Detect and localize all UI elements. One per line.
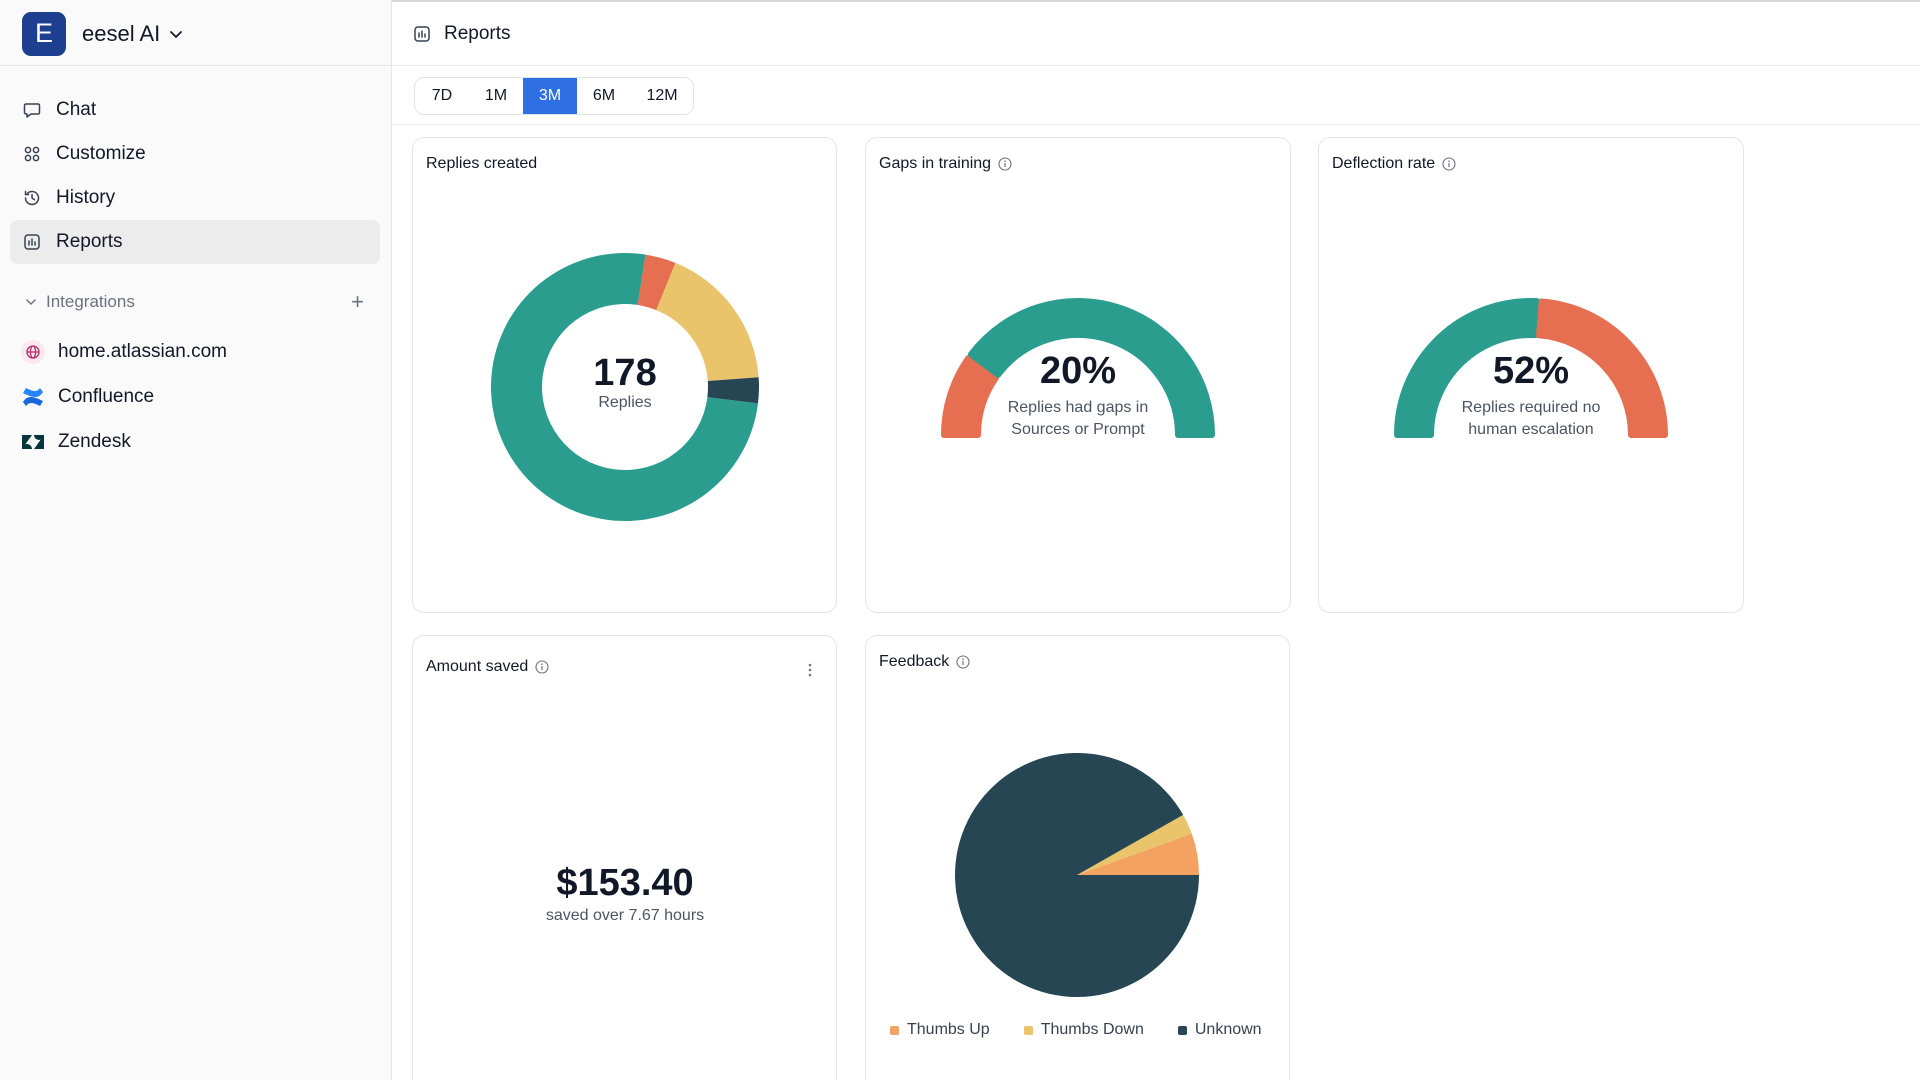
deflection-card-title: Deflection rate (1332, 155, 1436, 172)
gaps-desc-line-1: Replies had gaps in (1007, 399, 1149, 416)
legend-swatch-unknown (1177, 1025, 1187, 1035)
range-6m-button[interactable]: 6M (592, 87, 616, 104)
pie-slice-unknown (955, 753, 1199, 997)
card-title: Deflection rate (1332, 155, 1456, 173)
chevron-down-icon (26, 299, 36, 305)
legend-item: Unknown (1177, 1021, 1262, 1039)
amount-saved-description: saved over 7.67 hours (545, 907, 705, 924)
sidebar-item-label: History (56, 187, 116, 208)
sidebar-item-customize[interactable]: Customize (10, 132, 380, 176)
gaps-percent: 20% (1039, 350, 1117, 392)
legend-label: Thumbs Down (1040, 1021, 1144, 1038)
filter-divider (392, 124, 1920, 125)
date-range-selector: 7D 1M 3M 6M 12M (414, 77, 694, 115)
legend-label: Unknown (1194, 1021, 1262, 1038)
deflection-rate-card: Deflection rate (1318, 137, 1744, 613)
donut-slice-2 (656, 262, 759, 381)
amount-card-title: Amount saved (426, 658, 529, 675)
card-title: Replies created (426, 155, 537, 173)
gauge-segment-escalated (1536, 298, 1668, 438)
more-options-icon[interactable] (808, 662, 812, 678)
info-icon[interactable] (998, 157, 1012, 171)
history-icon (24, 190, 40, 206)
gaps-card-title: Gaps in training (879, 155, 992, 172)
deflection-desc-line-1: Replies required no (1461, 399, 1601, 416)
legend-item: Thumbs Up (890, 1021, 990, 1039)
sidebar-item-reports[interactable]: Reports (10, 220, 380, 264)
sidebar-item-label: Customize (56, 143, 146, 164)
reports-icon (24, 234, 40, 250)
replies-count: 178 (593, 352, 657, 394)
info-icon[interactable] (956, 655, 970, 669)
gaps-in-training-card: Gaps in training (865, 137, 1291, 613)
confluence-icon (20, 384, 46, 410)
integration-label: Confluence (58, 385, 155, 407)
replies-unit: Replies (598, 394, 652, 411)
grid-icon (24, 146, 40, 162)
zendesk-icon (20, 429, 46, 455)
gauge-segment-gaps (941, 355, 1000, 438)
amount-saved-card: Amount saved (412, 635, 837, 1080)
deflection-percent: 52% (1492, 350, 1570, 392)
card-title: Gaps in training (879, 155, 1012, 173)
integration-item-zendesk[interactable]: Zendesk (20, 419, 370, 464)
pie-slice-thumbs-up (1077, 833, 1199, 875)
gaps-desc-line-2: Sources or Prompt (1011, 421, 1145, 438)
card-title: Feedback (879, 653, 970, 671)
donut-slice-1 (637, 254, 676, 311)
workspace-logo: E (22, 11, 66, 56)
legend-item: Thumbs Down (1023, 1021, 1144, 1039)
workspace-switcher[interactable]: E eesel AI (22, 11, 184, 56)
info-icon[interactable] (1442, 157, 1456, 171)
replies-created-card: Replies created (412, 137, 837, 613)
integrations-heading: Integrations (46, 292, 135, 311)
sidebar-item-label: Reports (56, 231, 123, 252)
sidebar: E eesel AI Chat Customize History Report… (0, 0, 392, 1080)
sidebar-nav: Chat Customize History Reports (10, 88, 380, 264)
deflection-gauge-chart (1394, 298, 1668, 438)
sidebar-item-history[interactable]: History (10, 176, 380, 220)
gaps-description: Replies had gaps in Sources or Prompt (958, 397, 1198, 441)
feedback-card-title: Feedback (879, 653, 950, 670)
page-header: Reports (392, 0, 1920, 66)
feedback-pie-chart (955, 753, 1199, 997)
range-7d-button[interactable]: 7D (431, 87, 453, 104)
gaps-gauge-chart (941, 298, 1215, 438)
gauge-segment-deflected (1394, 298, 1541, 438)
page-title: Reports (444, 22, 511, 44)
legend-label: Thumbs Up (907, 1021, 990, 1038)
sidebar-item-chat[interactable]: Chat (10, 88, 380, 132)
chat-bubble-icon (23, 103, 41, 118)
range-12m-button[interactable]: 12M (646, 87, 678, 104)
amount-saved-value: $153.40 (556, 862, 694, 904)
replies-card-title: Replies created (426, 155, 538, 172)
feedback-legend: Thumbs Up Thumbs Down Unknown (890, 1021, 1296, 1039)
integration-item-confluence[interactable]: Confluence (20, 374, 370, 419)
globe-icon (20, 339, 46, 365)
integrations-header[interactable]: Integrations + (24, 291, 364, 313)
deflection-desc-line-2: human escalation (1468, 421, 1594, 438)
chevron-down-icon (170, 30, 183, 38)
deflection-description: Replies required no human escalation (1411, 397, 1651, 441)
integration-item-atlassian[interactable]: home.atlassian.com (20, 329, 370, 374)
replies-donut-chart (491, 253, 759, 521)
pie-slice-thumbs-down (1077, 814, 1192, 875)
integration-label: Zendesk (58, 430, 131, 452)
sidebar-divider (0, 65, 392, 66)
integration-label: home.atlassian.com (58, 340, 227, 362)
donut-slice-0 (491, 253, 759, 521)
info-icon[interactable] (535, 660, 549, 674)
legend-swatch-thumbs-down (1023, 1025, 1033, 1035)
workspace-name: eesel AI (82, 20, 161, 46)
gauge-segment-rest (967, 298, 1215, 438)
range-3m-button[interactable]: 3M (523, 78, 577, 114)
range-1m-button[interactable]: 1M (484, 87, 508, 104)
legend-swatch-thumbs-up (890, 1025, 899, 1035)
sidebar-item-label: Chat (56, 99, 97, 120)
plus-icon[interactable]: + (351, 289, 364, 314)
reports-icon (414, 25, 430, 42)
card-title: Amount saved (426, 658, 549, 676)
donut-slice-3 (707, 377, 759, 404)
integrations-list: home.atlassian.com Confluence Zendesk (20, 329, 370, 464)
